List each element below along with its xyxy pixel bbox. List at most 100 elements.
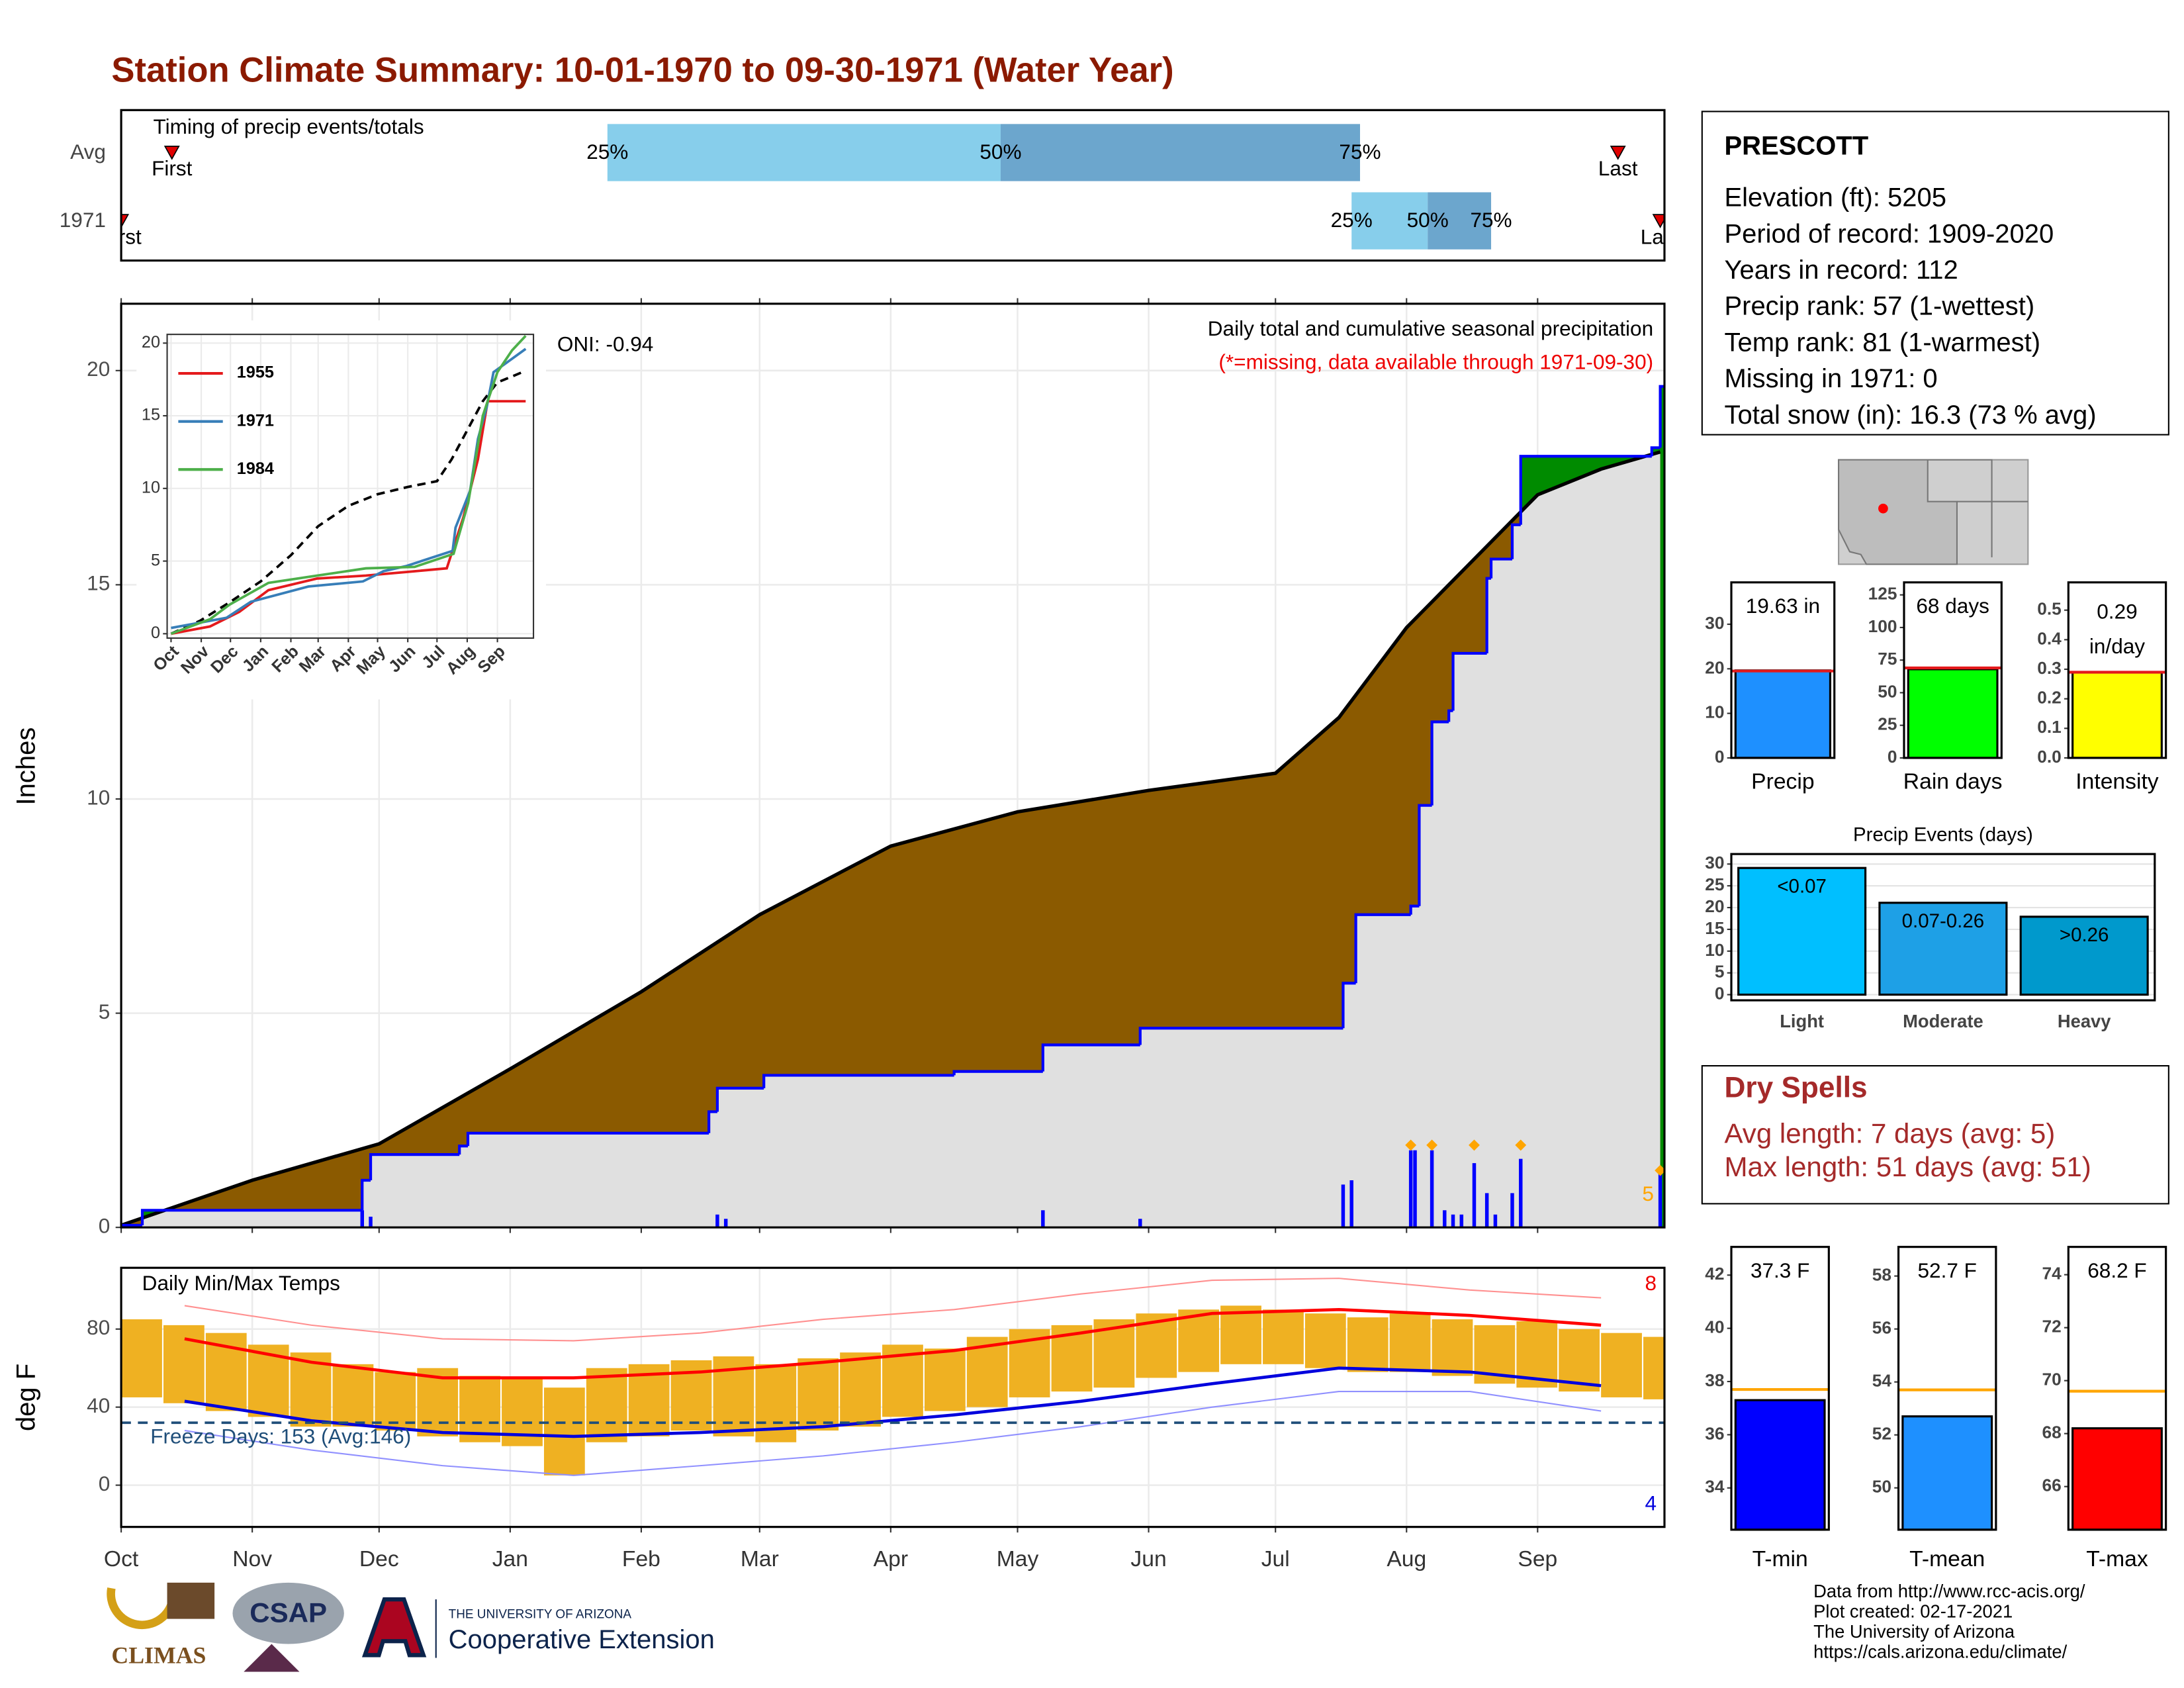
y-tick-label: 70	[2042, 1370, 2062, 1389]
inset-lines	[170, 335, 527, 635]
station-info: Temp rank: 81 (1-warmest)	[1724, 328, 2040, 357]
x-tick-label: Mar	[741, 1547, 779, 1571]
footer-line: Data from http://www.rcc-acis.org/	[1813, 1581, 2085, 1601]
daily-bar	[1430, 1150, 1434, 1228]
quartile-label: 25%	[1331, 208, 1373, 232]
event-label: Last	[1598, 156, 1638, 180]
station-info: Period of record: 1909-2020	[1724, 219, 2054, 248]
quartile-bar	[1428, 192, 1492, 250]
series-line	[170, 335, 527, 635]
x-tick-label: Apr	[874, 1547, 908, 1571]
observed-step	[1451, 651, 1487, 711]
extreme-marker	[1655, 1164, 1664, 1176]
y-tick-label: 0.4	[2037, 628, 2062, 648]
daily-bar	[1041, 1210, 1045, 1228]
temp-range-bar	[586, 1368, 627, 1442]
climas-logo: CLIMAS	[111, 1642, 206, 1669]
row-label: Avg	[70, 140, 106, 164]
logos: CLIMAS CSAP THE UNIVERSITY OF ARIZONA Co…	[107, 1582, 715, 1672]
station-dot	[1878, 503, 1888, 514]
y-tick-label: 0.5	[2037, 599, 2062, 619]
observed-step	[1659, 385, 1664, 448]
quartile-bar	[1000, 124, 1360, 181]
category-label: T-max	[2086, 1547, 2148, 1571]
precip-title: Daily total and cumulative seasonal prec…	[1208, 316, 1653, 340]
observed-step	[140, 1209, 363, 1225]
value-label: 52.7 F	[1918, 1258, 1977, 1282]
y-tick-label: 100	[1868, 616, 1897, 636]
y-axis-title: Inches	[12, 727, 41, 806]
x-tick-label: Oct	[104, 1547, 139, 1571]
station-name: PRESCOTT	[1724, 132, 1868, 161]
daily-bar	[723, 1219, 728, 1228]
daily-bar	[1472, 1163, 1477, 1228]
event-marker	[1610, 146, 1626, 160]
extreme-marker	[1405, 1139, 1417, 1151]
temp-range-bar	[924, 1348, 966, 1411]
y-tick-label: 36	[1705, 1423, 1724, 1443]
bar	[1901, 1415, 1993, 1531]
y-tick-label: 20	[87, 357, 110, 381]
legend-label: 1984	[237, 459, 274, 478]
y-axis-title: deg F	[12, 1364, 41, 1431]
temp-range-bar	[417, 1368, 459, 1436]
y-tick-label: 58	[1872, 1265, 1891, 1285]
temp-title: Daily Min/Max Temps	[142, 1271, 340, 1295]
extreme-count: 5	[1642, 1182, 1654, 1205]
event-label: Last	[1641, 224, 1680, 248]
station-info: Total snow (in): 16.3 (73 % avg)	[1724, 400, 2096, 430]
y-tick-label: 0	[1715, 984, 1725, 1004]
panel-frame	[2067, 1246, 2167, 1531]
inset-plot	[167, 334, 534, 638]
panel-frame	[1730, 581, 1836, 759]
y-tick-label: 52	[1872, 1424, 1891, 1444]
daily-bar	[1413, 1150, 1417, 1228]
value-label: 68.2 F	[2087, 1258, 2146, 1282]
timing-frame	[120, 109, 1666, 262]
panel-frame	[1903, 581, 2003, 759]
event-label: First	[101, 224, 142, 248]
bar	[1907, 668, 1999, 759]
observed-step	[1519, 455, 1652, 525]
station-info: Precip rank: 57 (1-wettest)	[1724, 292, 2034, 321]
extreme-marker	[1515, 1139, 1527, 1151]
daily-bar	[1493, 1214, 1498, 1228]
y-tick-label: 10	[142, 479, 160, 497]
y-tick-label: 125	[1868, 584, 1897, 604]
x-tick-label: Feb	[622, 1547, 660, 1571]
observed-step	[952, 1070, 1043, 1076]
extension-name: Cooperative Extension	[449, 1625, 715, 1654]
average-line	[170, 369, 527, 635]
temp-line	[184, 1307, 1602, 1380]
y-tick-label: 10	[87, 785, 110, 809]
y-tick-label: 30	[1705, 853, 1724, 872]
x-tick-label: Aug	[1387, 1547, 1426, 1571]
timing-plot: Timing of precip events/totals 25% 50% 75% F…	[101, 115, 1680, 250]
extreme-marker	[1469, 1139, 1480, 1151]
extreme-marker	[1426, 1139, 1438, 1151]
temp-range-bar	[459, 1376, 500, 1442]
bar-label: >0.26	[2060, 924, 2109, 946]
value-label: 37.3 F	[1751, 1258, 1809, 1282]
freeze-label: Freeze Days: 153 (Avg:146)	[150, 1424, 411, 1448]
value-label: 19.63 in	[1746, 594, 1820, 618]
station-box	[1701, 111, 2169, 436]
y-tick-label: 56	[1872, 1318, 1891, 1338]
y-tick-label: 20	[142, 333, 160, 352]
observed-step	[715, 1086, 764, 1112]
observed-step	[361, 1178, 371, 1211]
quartile-label: 25%	[586, 140, 628, 164]
y-tick-label: 5	[1715, 962, 1725, 982]
panel-frame	[1730, 1246, 1830, 1531]
footer-line: https://cals.arizona.edu/climate/	[1813, 1641, 2067, 1662]
daily-bar	[1138, 1219, 1142, 1228]
bar	[2071, 671, 2163, 759]
observed-step	[1485, 577, 1492, 653]
temp-range-bar	[1643, 1336, 1664, 1399]
y-tick-label: 0.2	[2037, 688, 2062, 708]
dry-spells-info: Avg length: 7 days (avg: 5)	[1724, 1117, 2055, 1149]
quartile-label: 75%	[1470, 208, 1512, 232]
observed-step	[1418, 804, 1432, 906]
y-tick-label: 50	[1878, 681, 1897, 701]
